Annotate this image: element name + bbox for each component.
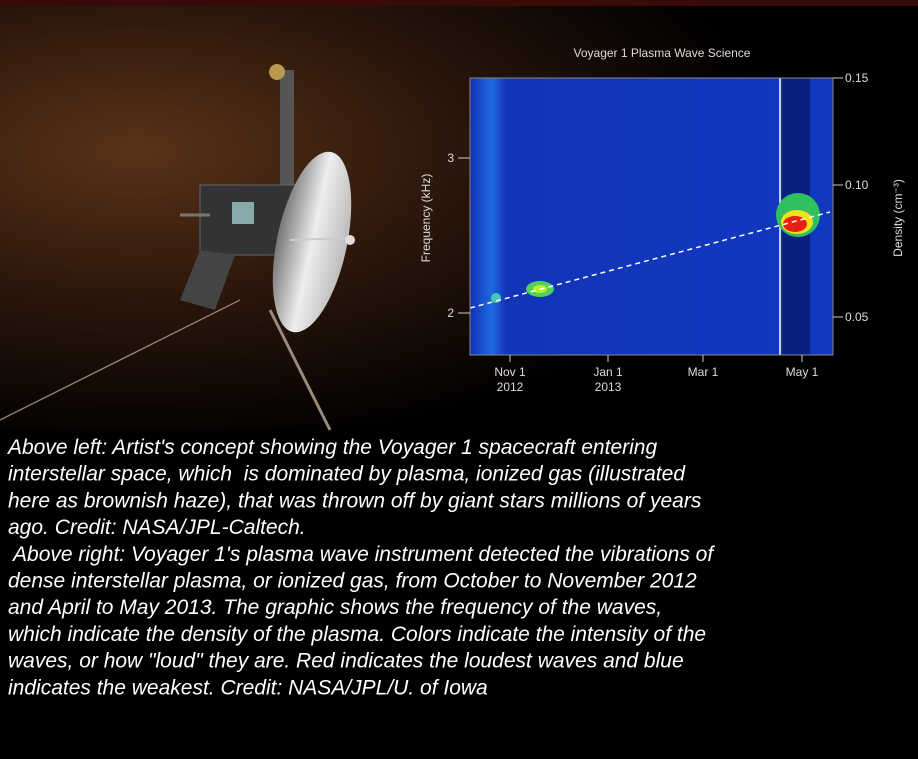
caption-line: Above right: Voyager 1's plasma wave ins… (8, 543, 715, 566)
right-tick-label: 0.10 (845, 178, 869, 192)
spectrogram (470, 78, 833, 355)
chart-title: Voyager 1 Plasma Wave Science (574, 46, 751, 60)
left-tick-label: 3 (447, 151, 454, 165)
x-tick-label: Mar 1 (688, 365, 719, 379)
caption-line: and April to May 2013. The graphic shows… (8, 596, 662, 619)
x-tick-label: 2013 (595, 380, 622, 394)
left-axis-label: Frequency (kHz) (419, 174, 433, 263)
caption-line: Above left: Artist's concept showing the… (6, 436, 657, 459)
right-tick-label: 0.15 (845, 71, 869, 85)
caption-line: ago. Credit: NASA/JPL-Caltech. (8, 516, 306, 539)
left-tick-label: 2 (447, 306, 454, 320)
x-tick-label: 2012 (497, 380, 524, 394)
caption-line: waves, or how "loud" they are. Red indic… (8, 650, 684, 673)
x-tick-label: Jan 1 (593, 365, 623, 379)
right-axis-label: Density (cm⁻³) (891, 179, 905, 257)
page: Voyager 1 Plasma Wave Science Frequency … (0, 0, 918, 759)
caption-line: which indicate the density of the plasma… (8, 623, 706, 646)
caption-line: indicates the weakest. Credit: NASA/JPL/… (8, 676, 488, 699)
caption-line: here as brownish haze), that was thrown … (8, 489, 702, 512)
top-bar (0, 0, 918, 6)
right-tick-label: 0.05 (845, 310, 869, 324)
x-tick-label: Nov 1 (494, 365, 526, 379)
figure: Voyager 1 Plasma Wave Science Frequency … (0, 0, 918, 759)
x-tick-label: May 1 (786, 365, 819, 379)
caption-line: interstellar space, which is dominated b… (8, 463, 686, 486)
caption-line: dense interstellar plasma, or ionized ga… (8, 570, 697, 593)
